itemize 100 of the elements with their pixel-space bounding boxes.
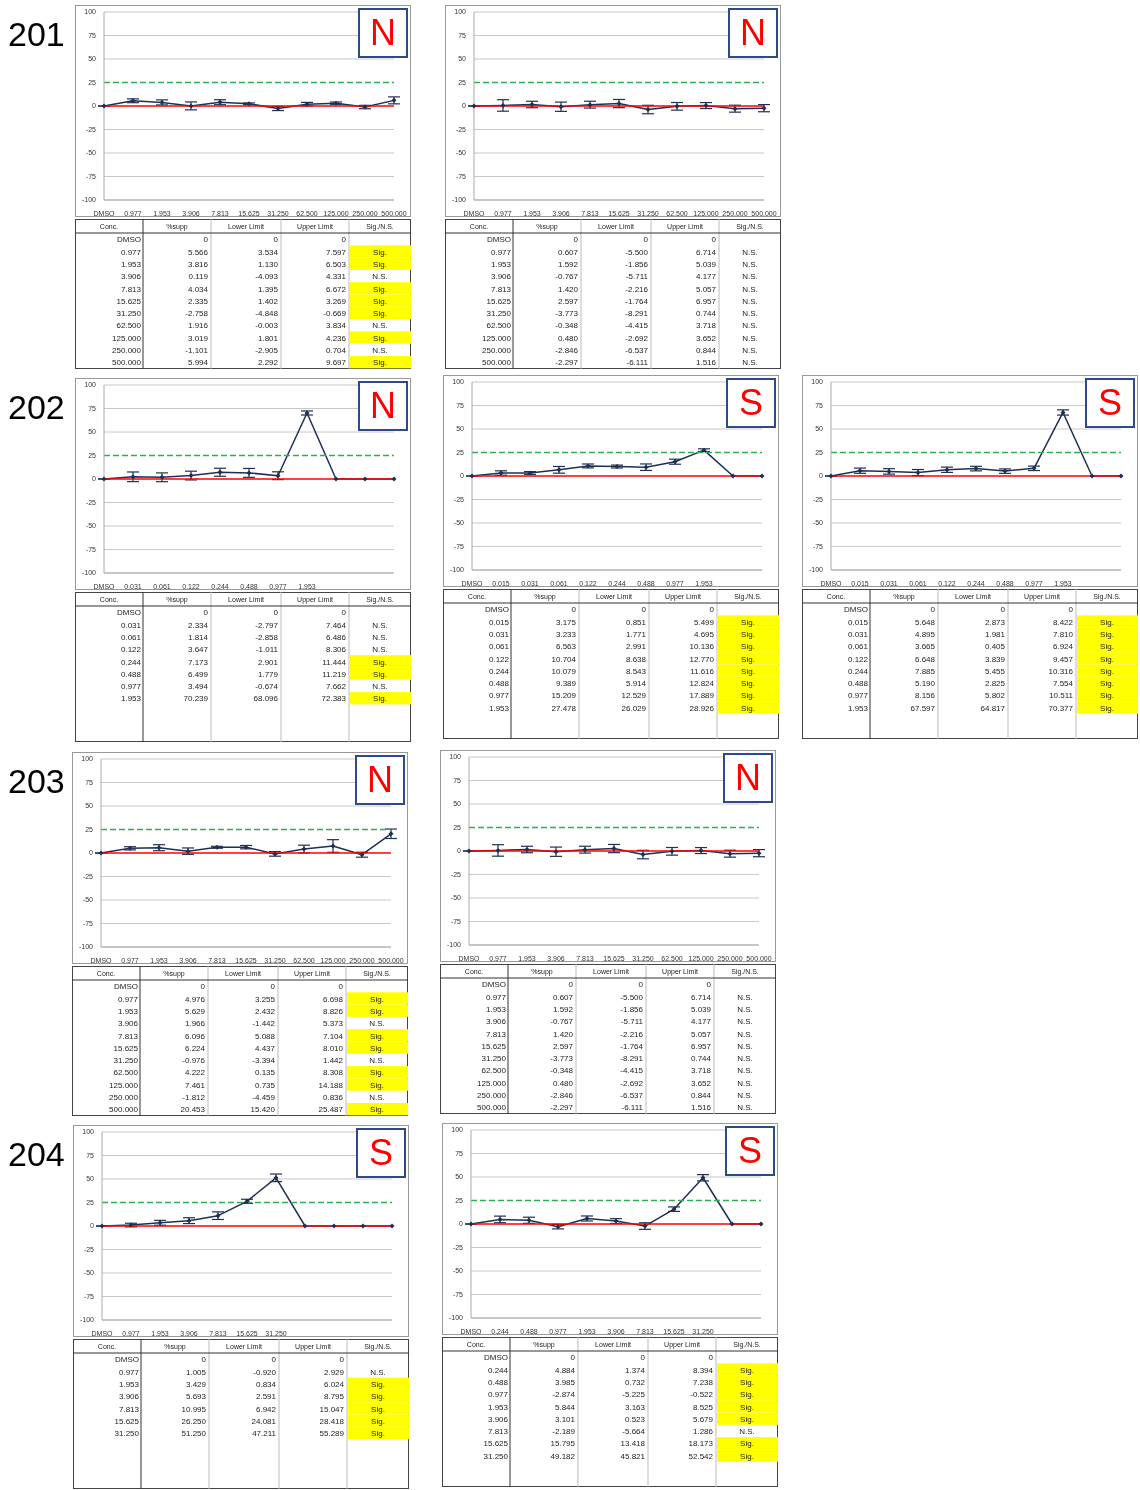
data-label: 4.177 [690, 1017, 712, 1027]
data-label: 3.816 [187, 259, 209, 269]
text: Sig. [371, 1416, 385, 1426]
y-tick-label: 250.000 [477, 1091, 507, 1100]
data-label: -3.773 [550, 1054, 574, 1064]
y-tick-label: 0.488 [120, 669, 142, 679]
data-label: 6.957 [695, 296, 717, 306]
data-label: 3.019 [187, 333, 209, 343]
text: N.S. [372, 645, 388, 655]
point [500, 102, 506, 108]
text: Sig. [370, 1068, 384, 1078]
data-label: 2.591 [255, 1392, 277, 1402]
data-label: -0.522 [690, 1390, 714, 1400]
data-label: -2.758 [185, 309, 209, 319]
data-label: 6.957 [690, 1041, 712, 1051]
data-label: 0.834 [255, 1379, 277, 1389]
data-label: 8.010 [322, 1043, 344, 1053]
data-label: 0.523 [624, 1414, 646, 1424]
data-label: 0 [273, 235, 279, 245]
data-label: 9.389 [555, 679, 577, 689]
data-label: -0.348 [550, 1066, 574, 1076]
data-label: -0.767 [550, 1017, 574, 1027]
data-label: 5.039 [695, 259, 717, 269]
data-label: -8.291 [620, 1054, 644, 1064]
text: N.S. [742, 358, 758, 368]
text: N.S. [369, 1056, 385, 1066]
y-tick-label: 1.953 [120, 694, 142, 704]
y-tick-label: 0.244 [487, 1365, 509, 1375]
data-label: 4.331 [325, 272, 347, 282]
data-label: 24.081 [251, 1416, 277, 1426]
data-label: 0.744 [695, 309, 717, 319]
data-label: 5.802 [984, 691, 1006, 701]
point [759, 473, 765, 479]
data-label: 3.839 [984, 654, 1006, 664]
y-tick-label: 0.488 [488, 679, 510, 689]
data-label: 7.464 [325, 620, 347, 630]
y-tick-label: 15.625 [113, 1043, 139, 1053]
data-label: -3.394 [252, 1056, 276, 1066]
data-label: -2.297 [550, 1103, 574, 1113]
y-tick-label: 3.906 [490, 272, 512, 282]
y-tick-label: DMSO [487, 235, 511, 245]
y-tick-label: 0.061 [488, 642, 510, 652]
data-label: -5.225 [622, 1390, 646, 1400]
data-label: -2.874 [552, 1390, 576, 1400]
data-label: 6.563 [555, 642, 577, 652]
y-tick-label: 0.244 [488, 666, 510, 676]
data-label: 11.444 [322, 657, 347, 667]
data-label: 18.173 [688, 1439, 714, 1449]
y-tick-label: 0.977 [487, 1390, 509, 1400]
data-label: 4.976 [184, 994, 206, 1004]
y-tick-label: 125.000 [109, 1080, 139, 1090]
data-label: 0 [709, 605, 715, 615]
data-label: 15.420 [250, 1105, 276, 1115]
text: Sig. [373, 694, 387, 704]
text: N.S. [737, 1078, 753, 1088]
y-tick-label: 31.250 [481, 1054, 507, 1064]
data-label: 17.889 [689, 691, 715, 701]
y-tick-label: 15.625 [483, 1439, 509, 1449]
y-tick-label: 0.015 [847, 617, 869, 627]
y-tick-label: 1.953 [120, 259, 142, 269]
text: N.S. [742, 296, 758, 306]
data-label: -6.537 [620, 1091, 644, 1100]
data-label: 26.250 [181, 1416, 207, 1426]
data-label: 6.024 [323, 1379, 345, 1389]
data-label: 1.801 [257, 333, 279, 343]
data-label: 8.826 [322, 1006, 344, 1016]
text: N.S. [372, 272, 388, 282]
text: Sig. [373, 358, 387, 368]
data-label: 0 [1068, 605, 1074, 615]
y-tick-label: 125.000 [477, 1078, 507, 1088]
text: N.S. [742, 309, 758, 319]
y-tick-label: 0.031 [847, 629, 869, 639]
text: Sig. [371, 1404, 385, 1414]
text: Sig. [740, 1451, 754, 1461]
y-tick-label: 0.977 [120, 682, 142, 692]
data-label: 0.851 [625, 617, 647, 627]
data-label: 9.457 [1052, 654, 1074, 664]
y-tick-label: 62.500 [481, 1066, 507, 1076]
text: N.S. [742, 333, 758, 343]
data-label: -2.189 [552, 1427, 576, 1437]
data-label: 5.190 [914, 679, 936, 689]
data-label: 0.480 [557, 333, 579, 343]
data-label: -2.692 [625, 333, 649, 343]
data-label: 5.914 [625, 679, 647, 689]
data-label: 5.039 [690, 1004, 712, 1014]
data-label: -2.797 [255, 620, 279, 630]
text: Sig. [741, 666, 755, 676]
y-tick-label: 0.977 [847, 691, 869, 701]
point [730, 473, 736, 479]
data-label: 2.597 [552, 1041, 574, 1051]
data-label: -1.442 [252, 1019, 276, 1029]
point [331, 1223, 337, 1229]
data-label: 0 [271, 1355, 277, 1365]
data-label: 7.662 [325, 682, 347, 692]
data-label: 9.697 [325, 358, 347, 368]
data-label: 0 [930, 605, 936, 615]
text: Sig. [740, 1439, 754, 1449]
data-label: 0 [571, 605, 577, 615]
y-tick-label: 62.500 [486, 321, 512, 331]
y-tick-label: 15.625 [486, 296, 512, 306]
